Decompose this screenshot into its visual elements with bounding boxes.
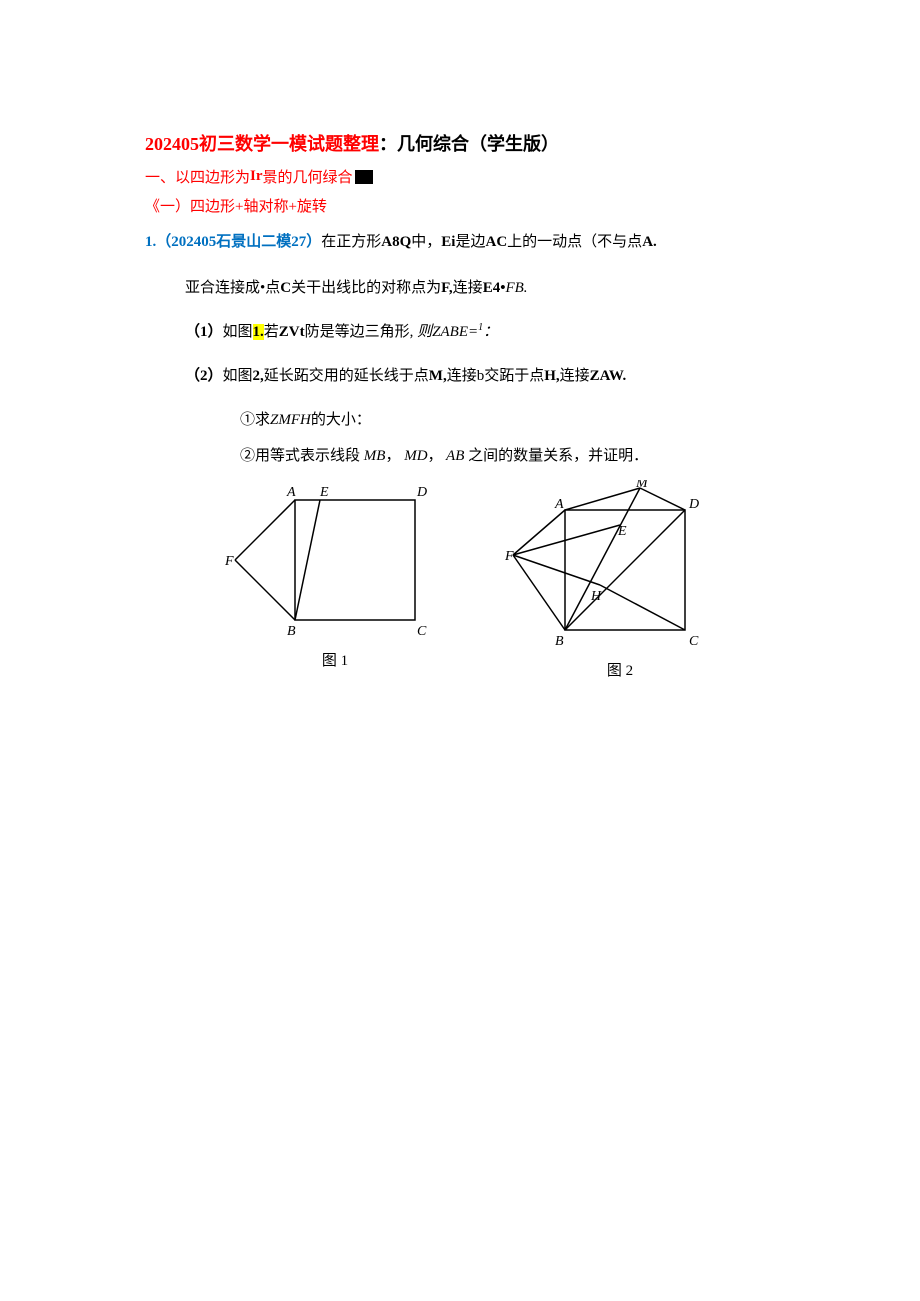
title-black: ：几何综合（学生版） xyxy=(379,134,559,154)
q2-b2: M, xyxy=(429,368,447,384)
figure-1-svg: A E D F B C xyxy=(225,480,445,640)
label-B: B xyxy=(287,624,296,639)
l2-b3: E4• xyxy=(483,280,506,296)
head-t1: 在正方形 xyxy=(321,234,381,250)
label-E: E xyxy=(319,485,329,500)
section-suffix: 景的几何绿合 xyxy=(263,166,353,187)
q2-t3: 连接b交跖于点 xyxy=(447,368,545,384)
q2-label: （2） xyxy=(185,368,223,384)
s2-i2: MD xyxy=(400,448,427,464)
l2-b1: C xyxy=(280,280,291,296)
label-F2: F xyxy=(505,549,514,564)
head-b4: A. xyxy=(642,234,657,250)
problem-line2: 亚合连接成•点C关干出线比的对称点为F,连接E4•FB. xyxy=(185,276,775,300)
s2-t3: ， xyxy=(428,448,443,464)
black-box-icon xyxy=(355,170,373,184)
figure-2-svg: A E D F B C M H xyxy=(505,480,735,650)
doc-title: 202405初三数学一模试题整理：几何综合（学生版） xyxy=(145,130,775,156)
s2-t2: ， xyxy=(385,448,400,464)
s1-t1: ①求 xyxy=(240,412,270,428)
s2-t1: ②用等式表示线段 xyxy=(240,448,360,464)
s1-t2: 的大小： xyxy=(311,412,371,428)
s2-i3: AB xyxy=(443,448,469,464)
q1-hl: 1. xyxy=(253,324,264,340)
section-heading: 一、以四边形为Ir景的几何绿合 xyxy=(145,166,775,187)
q1-i3: ： xyxy=(483,324,498,340)
head-b1: A8Q xyxy=(381,234,411,250)
sub-question-2: ②用等式表示线段 MB， MD， AB 之间的数量关系，并证明． xyxy=(240,444,775,468)
question-2: （2）如图2,延长跖交用的延长线于点M,连接b交跖于点H,连接ZAW. xyxy=(185,364,775,388)
q1-t3: 防是等边三角形, xyxy=(305,324,414,340)
question-1: （1）如图1.若ZVt防是等边三角形, 则ZABE=1： xyxy=(185,320,775,344)
l2-i1: FB. xyxy=(505,280,527,296)
q1-label: （1） xyxy=(185,324,223,340)
label-A: A xyxy=(286,485,296,500)
label-E2: E xyxy=(617,524,627,539)
label-A2: A xyxy=(554,497,564,512)
q2-b3: H, xyxy=(544,368,559,384)
head-t4: 上的一动点（不与点 xyxy=(507,234,642,250)
label-F: F xyxy=(225,554,234,569)
label-C2: C xyxy=(689,634,699,649)
sub-question-1: ①求ZMFH的大小： xyxy=(240,408,775,432)
figure-1-caption: 图 1 xyxy=(225,649,445,670)
q1-i2: ZABE= xyxy=(432,324,478,340)
head-b3: AC xyxy=(486,234,508,250)
figure-1: A E D F B C 图 1 xyxy=(225,480,445,680)
problem-heading: 1.（202405石景山二模27）在正方形A8Q中，Ei是边AC上的一动点（不与… xyxy=(145,230,775,254)
label-M: M xyxy=(635,480,649,491)
q1-t1: 如图 xyxy=(223,324,253,340)
q2-b4: ZAW. xyxy=(590,368,627,384)
l2-b2: F, xyxy=(441,280,453,296)
q1-t2: 若 xyxy=(264,324,279,340)
label-D: D xyxy=(416,485,427,500)
problem-number: 1. xyxy=(145,234,156,250)
l2-t1: 亚合连接成•点 xyxy=(185,280,280,296)
s2-t4: 之间的数量关系，并证明． xyxy=(468,448,648,464)
label-B2: B xyxy=(555,634,564,649)
l2-t2: 关干出线比的对称点为 xyxy=(291,280,441,296)
label-C: C xyxy=(417,624,427,639)
section-prefix: 一、以四边形为 xyxy=(145,166,250,187)
figure-2: A E D F B C M H 图 2 xyxy=(505,480,735,680)
q1-i1: 则 xyxy=(413,324,432,340)
label-D2: D xyxy=(688,497,699,512)
head-b2: Ei xyxy=(441,234,455,250)
figure-2-caption: 图 2 xyxy=(505,659,735,680)
q2-t2: 延长跖交用的延长线于点 xyxy=(264,368,429,384)
s1-i1: ZMFH xyxy=(270,412,311,428)
head-t2: 中， xyxy=(411,234,441,250)
figures-row: A E D F B C 图 1 A E D F B C M H xyxy=(185,480,775,680)
section-bold: Ir xyxy=(250,168,263,185)
q2-b1: 2, xyxy=(253,368,264,384)
title-red: 202405初三数学一模试题整理 xyxy=(145,134,379,154)
head-t3: 是边 xyxy=(455,234,485,250)
q1-b1: ZVt xyxy=(279,324,305,340)
subsection-heading: 《一）四边形+轴对称+旋转 xyxy=(145,195,775,216)
s2-i1: MB xyxy=(360,448,385,464)
q2-t1: 如图 xyxy=(223,368,253,384)
q2-t4: 连接 xyxy=(560,368,590,384)
problem-source: （202405石景山二模27） xyxy=(156,234,321,250)
label-H: H xyxy=(590,589,602,604)
l2-t3: 连接 xyxy=(453,280,483,296)
